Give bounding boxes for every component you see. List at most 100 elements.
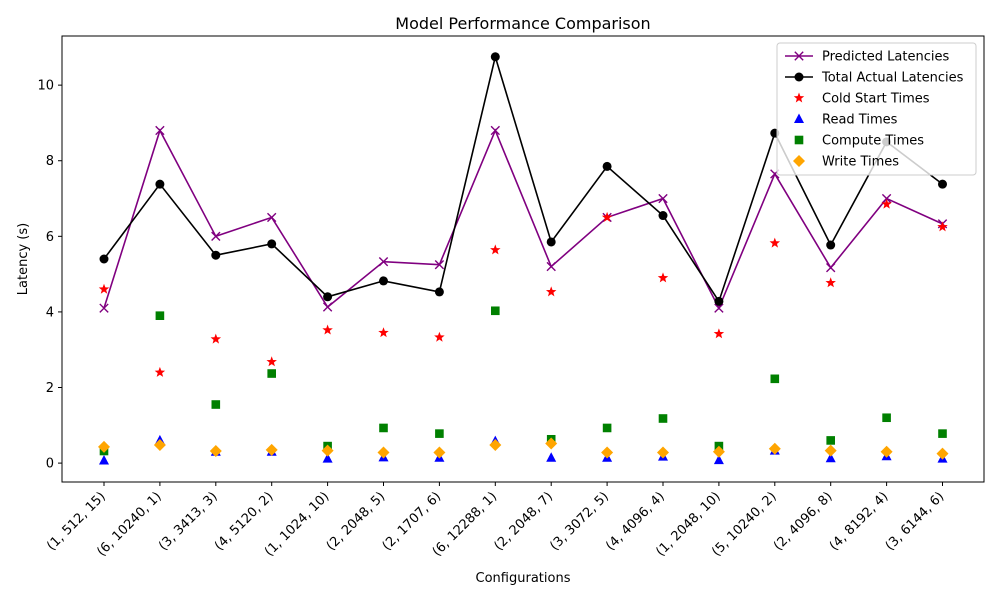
plot-frame <box>61 35 985 483</box>
legend-item: Compute Times <box>794 134 924 149</box>
data-point <box>881 198 892 209</box>
y-tick-label: 0 <box>46 457 54 472</box>
data-point <box>153 438 166 451</box>
data-point <box>211 250 221 260</box>
data-point <box>546 237 556 247</box>
data-point <box>545 437 558 450</box>
data-point <box>265 443 278 456</box>
data-point <box>435 429 444 438</box>
data-point <box>658 211 668 221</box>
data-point <box>546 452 557 462</box>
data-point <box>490 244 501 255</box>
data-point <box>377 446 390 459</box>
data-point <box>491 306 500 316</box>
data-point <box>658 414 668 423</box>
data-point <box>545 286 557 297</box>
data-point <box>602 423 612 433</box>
y-axis-label: Latency (s) <box>16 223 31 295</box>
data-point <box>768 442 781 455</box>
series-line <box>103 53 943 304</box>
data-point <box>770 374 780 384</box>
series-total-actual-latencies <box>99 52 947 306</box>
data-point <box>601 446 614 459</box>
data-point <box>321 444 334 457</box>
y-tick-label: 4 <box>46 305 54 320</box>
data-point <box>881 193 892 204</box>
y-tick-label: 8 <box>46 154 54 169</box>
data-point <box>155 125 165 136</box>
data-point <box>322 453 333 463</box>
data-point <box>489 438 502 451</box>
data-point <box>826 262 836 273</box>
series-line <box>103 128 943 311</box>
data-point <box>546 261 556 272</box>
data-point <box>882 413 891 423</box>
y-tick-label: 6 <box>46 230 54 245</box>
data-point <box>211 400 221 409</box>
y-tick-label: 10 <box>37 79 54 94</box>
data-point <box>824 444 837 457</box>
data-point <box>601 211 613 222</box>
data-point <box>713 454 724 465</box>
data-point <box>657 272 669 283</box>
data-point <box>602 161 612 171</box>
legend: Predicted Latencies Total Actual Latencie… <box>776 42 977 176</box>
series-predicted-latencies <box>99 125 948 313</box>
data-point <box>267 239 277 249</box>
legend-item: Predicted Latencies <box>785 50 949 65</box>
data-point <box>714 296 724 306</box>
legend-label: Read Times <box>822 113 898 128</box>
data-point <box>323 292 333 302</box>
data-point <box>938 179 947 189</box>
data-point <box>211 231 221 242</box>
data-point <box>826 240 836 250</box>
data-point <box>379 423 388 433</box>
data-point <box>937 221 948 232</box>
data-point <box>769 237 781 248</box>
data-point <box>379 276 388 286</box>
data-point <box>826 436 835 445</box>
data-point <box>658 193 668 204</box>
legend-label: Total Actual Latencies <box>821 71 964 86</box>
data-point <box>490 125 500 136</box>
data-point <box>99 303 109 313</box>
y-axis: 0 2 4 6 8 10 <box>37 79 62 472</box>
legend-marker <box>794 135 804 145</box>
data-point <box>267 212 277 223</box>
legend-label: Predicted Latencies <box>822 50 949 65</box>
data-point <box>657 446 669 459</box>
data-point <box>155 311 165 320</box>
data-point <box>880 445 893 458</box>
legend-marker <box>794 72 804 82</box>
data-point <box>266 356 277 367</box>
legend-marker <box>794 51 804 61</box>
data-point <box>825 452 836 463</box>
legend-label: Write Times <box>822 155 899 170</box>
data-point <box>154 366 166 377</box>
data-point <box>712 445 725 458</box>
legend-item: Total Actual Latencies <box>785 71 964 86</box>
data-point <box>98 283 110 294</box>
data-point <box>210 333 222 344</box>
data-point <box>99 454 109 465</box>
data-point <box>267 369 276 378</box>
plot-area <box>98 52 949 465</box>
data-point <box>322 302 333 312</box>
data-point <box>434 331 445 342</box>
data-point <box>209 445 222 458</box>
series-write-times <box>98 437 949 460</box>
legend-item: Cold Start Times <box>793 92 930 107</box>
data-point <box>713 328 725 339</box>
data-point <box>490 52 500 62</box>
legend-marker <box>794 113 804 123</box>
legend-box <box>776 42 977 176</box>
data-point <box>98 440 110 453</box>
data-point <box>434 259 445 270</box>
data-point <box>99 254 109 264</box>
series-cold-start-times <box>98 198 948 377</box>
data-point <box>322 324 333 335</box>
legend-marker <box>793 155 805 167</box>
data-point <box>378 327 389 338</box>
data-point <box>378 256 389 267</box>
legend-marker <box>793 92 805 103</box>
